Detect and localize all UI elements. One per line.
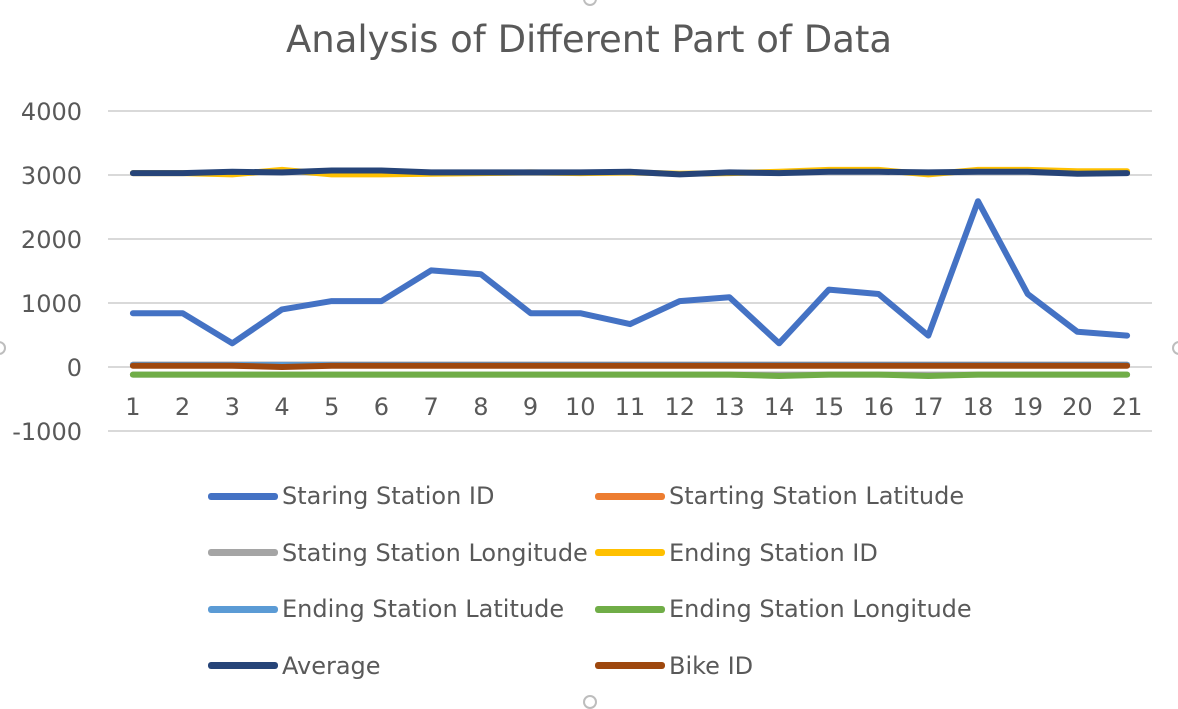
x-tick-label: 10 (565, 393, 596, 421)
legend-item: Ending Station Longitude (595, 589, 972, 629)
legend-item: Stating Station Longitude (208, 533, 588, 573)
series-line-6 (129, 167, 1131, 178)
y-tick-label: 1000 (21, 290, 82, 318)
x-tick-label: 6 (374, 393, 389, 421)
legend-swatch (595, 605, 665, 613)
x-tick-label: 18 (963, 393, 994, 421)
x-tick-label: 3 (225, 393, 240, 421)
legend-item: Starting Station Latitude (595, 476, 964, 516)
legend-label: Ending Station Longitude (669, 595, 972, 623)
legend-label: Ending Station Latitude (282, 595, 565, 623)
series-line-0 (129, 198, 1131, 347)
x-tick-label: 13 (714, 393, 745, 421)
legend-swatch (595, 549, 665, 556)
y-tick-label: 3000 (21, 162, 82, 190)
x-tick-label: 4 (274, 393, 289, 421)
x-tick-label: 8 (473, 393, 488, 421)
legend-item: Ending Station ID (595, 533, 878, 573)
series-line-7 (129, 362, 1131, 370)
legend-item: Ending Station Latitude (208, 589, 564, 629)
x-tick-label: 16 (863, 393, 894, 421)
x-tick-label: 12 (664, 393, 695, 421)
x-tick-label: 19 (1012, 393, 1043, 421)
legend-label: Staring Station ID (282, 482, 495, 510)
legend-swatch (208, 605, 278, 613)
x-tick-label: 11 (615, 393, 646, 421)
y-tick-label: 4000 (21, 98, 82, 126)
x-tick-label: 5 (324, 393, 339, 421)
legend-item: Bike ID (595, 646, 753, 686)
legend-item: Average (208, 646, 381, 686)
series-line-5 (129, 371, 1131, 379)
x-tick-label: 21 (1112, 393, 1143, 421)
x-tick-label: 20 (1062, 393, 1093, 421)
legend-item: Staring Station ID (208, 476, 494, 516)
x-tick-label: 17 (913, 393, 944, 421)
legend-swatch (595, 662, 665, 669)
resize-handle-right[interactable] (1172, 341, 1178, 355)
x-tick-label: 2 (175, 393, 190, 421)
legend-swatch (208, 549, 278, 556)
resize-handle-bottom[interactable] (583, 695, 597, 709)
legend-swatch (208, 492, 278, 500)
y-tick-label: 2000 (21, 226, 82, 254)
chart-title: Analysis of Different Part of Data (285, 18, 893, 61)
legend-swatch (595, 492, 665, 500)
legend-label: Stating Station Longitude (282, 538, 588, 567)
legend-label: Bike ID (669, 651, 754, 680)
legend-label: Ending Station ID (669, 538, 878, 567)
legend-label: Average (282, 651, 381, 680)
y-tick-label: 0 (67, 354, 82, 382)
x-tick-label: 1 (125, 393, 140, 421)
legend-swatch (208, 662, 278, 669)
x-tick-label: 15 (814, 393, 845, 421)
y-tick-label: -1000 (12, 418, 82, 446)
x-tick-label: 9 (523, 393, 538, 421)
legend-label: Starting Station Latitude (669, 482, 965, 510)
x-tick-label: 14 (764, 393, 795, 421)
x-tick-label: 7 (424, 393, 439, 421)
